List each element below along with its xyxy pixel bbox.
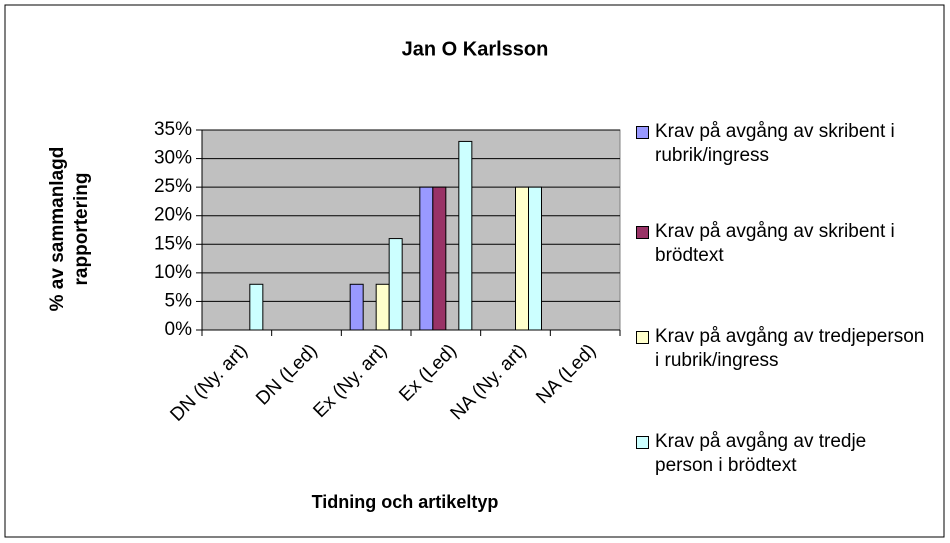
bar	[528, 186, 542, 331]
legend-item: Krav på avgång av skribent i brödtext	[636, 220, 926, 268]
plot-area	[201, 129, 621, 331]
y-tick-label: 35%	[154, 119, 192, 140]
legend-label: Krav på avgång av tredje person i brödte…	[655, 431, 867, 476]
bar	[419, 186, 434, 331]
legend-swatch	[636, 126, 649, 139]
legend-swatch	[636, 436, 649, 449]
legend-swatch	[636, 226, 649, 239]
y-tick-label: 15%	[154, 233, 192, 254]
legend-label: Krav på avgång av skribent i brödtext	[655, 221, 895, 266]
y-tick-label: 5%	[165, 290, 193, 311]
y-tick-label: 20%	[154, 205, 192, 226]
legend-item: Krav på avgång av tredjeperson i rubrik/…	[636, 325, 926, 373]
bar	[388, 238, 403, 331]
bar	[249, 283, 264, 331]
legend-item: Krav på avgång av skribent i rubrik/ingr…	[636, 120, 926, 168]
y-tick-label: 25%	[154, 176, 192, 197]
bar	[375, 283, 390, 331]
bar	[458, 140, 473, 331]
chart-title: Jan O Karlsson	[402, 38, 549, 60]
y-axis-title: % av sammanlagd rapportering	[47, 146, 92, 312]
y-tick-label: 30%	[154, 148, 192, 169]
y-tick-label: 0%	[165, 319, 193, 340]
legend-label: Krav på avgång av skribent i rubrik/ingr…	[655, 121, 895, 166]
legend-label: Krav på avgång av tredjeperson i rubrik/…	[655, 326, 925, 371]
x-axis-title: Tidning och artikeltyp	[312, 492, 499, 512]
y-tick-label: 10%	[154, 262, 192, 283]
legend-item: Krav på avgång av tredje person i brödte…	[636, 430, 926, 478]
bar	[349, 283, 364, 331]
legend-swatch	[636, 331, 649, 344]
bar	[515, 186, 529, 331]
bar	[432, 186, 447, 331]
